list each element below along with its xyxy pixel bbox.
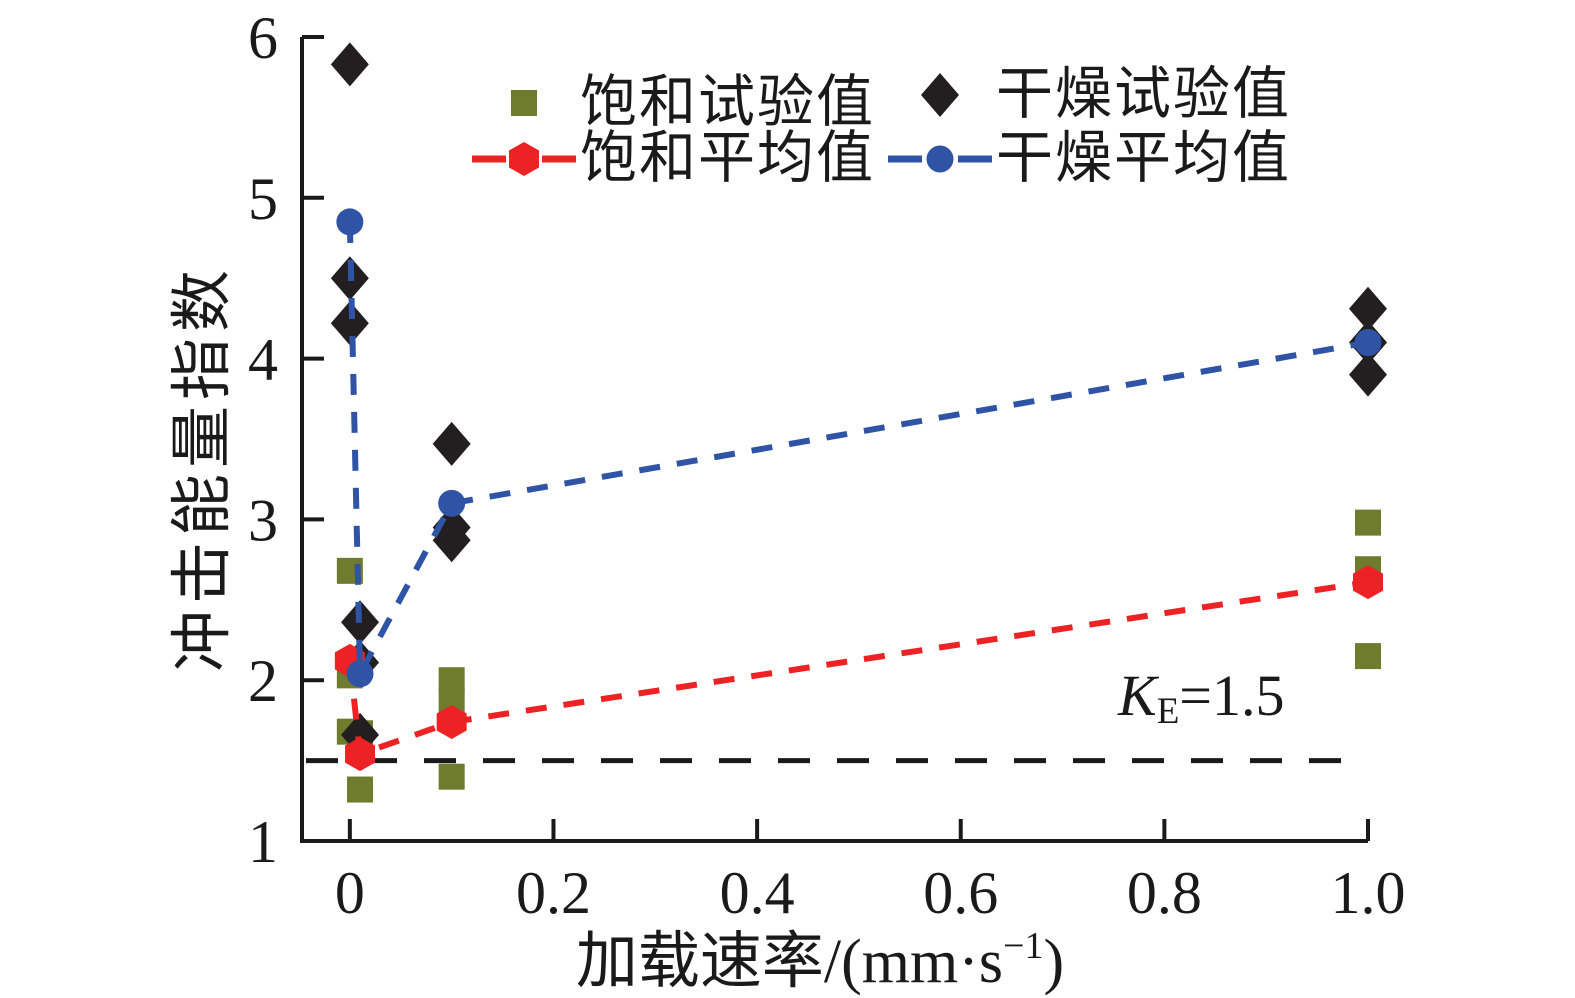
y-tick-label: 3: [248, 487, 278, 553]
y-tick-label: 2: [248, 648, 278, 714]
diamond-marker: [330, 42, 369, 87]
x-tick-label: 0.6: [923, 860, 998, 926]
legend-item-saturated-test: 饱和试验值: [468, 71, 875, 135]
x-axis-title: 加载速率/(mm·s−1): [576, 910, 1064, 998]
legend-label-dry-test: 干燥试验值: [996, 63, 1291, 126]
y-tick-label: 6: [248, 5, 278, 71]
square-marker: [1355, 643, 1381, 670]
x-tick-label: 0.4: [720, 860, 795, 926]
y-tick-label: 1: [248, 809, 278, 875]
legend-label-saturated-average: 饱和平均值: [580, 127, 875, 190]
diamond-marker: [432, 421, 471, 466]
square-marker: [1355, 509, 1381, 536]
dry-average-marker-icon: [888, 145, 992, 173]
annotation-symbol: K: [1118, 663, 1157, 728]
diamond-marker: [1349, 286, 1387, 331]
hexagon-marker: [509, 142, 539, 176]
series-line-3: [346, 221, 1369, 686]
x-axis-title-superscript: −1: [1003, 925, 1044, 967]
y-tick-label: 5: [248, 166, 278, 232]
diamond-marker: [921, 73, 959, 117]
legend-label-dry-average: 干燥平均值: [996, 127, 1291, 190]
annotation-subscript: E: [1156, 691, 1180, 732]
hexagon-marker: [1353, 565, 1383, 600]
diamond-marker: [330, 301, 369, 346]
circle-marker: [438, 489, 466, 517]
annotation-value: =1.5: [1179, 663, 1285, 728]
circle-marker: [346, 660, 374, 688]
hexagon-marker: [345, 737, 376, 772]
square-marker: [511, 90, 537, 116]
x-tick-label: 0.8: [1127, 860, 1202, 926]
circle-marker: [336, 208, 364, 236]
saturated-average-marker-icon: [472, 142, 576, 176]
square-marker: [347, 776, 374, 803]
dry-test-marker-icon: [921, 73, 959, 117]
x-axis-title-text: 加载速率/(mm·s: [575, 928, 1004, 996]
series-line-2: [346, 579, 1369, 759]
legend-item-dry-average: 干燥平均值: [884, 127, 1291, 191]
hexagon-marker: [436, 705, 467, 740]
x-tick-label: 0.2: [516, 860, 591, 926]
saturated-test-marker-icon: [511, 90, 537, 116]
y-axis-title: 冲击能量指数: [169, 263, 237, 673]
reference-line-annotation: KE=1.5: [1118, 662, 1285, 733]
x-tick-label: 0: [335, 860, 365, 926]
diamond-marker: [432, 518, 471, 563]
circle-marker: [926, 145, 954, 173]
legend-item-saturated-average: 饱和平均值: [468, 127, 875, 191]
legend-label-saturated-test: 饱和试验值: [580, 71, 875, 134]
x-tick-label: 1.0: [1331, 860, 1406, 926]
square-marker: [438, 763, 465, 790]
diamond-marker: [1349, 352, 1387, 397]
x-axis-title-close: ): [1043, 928, 1065, 996]
circle-marker: [1354, 329, 1382, 357]
y-tick-label: 4: [248, 327, 278, 393]
legend-item-dry-test: 干燥试验值: [884, 63, 1291, 127]
